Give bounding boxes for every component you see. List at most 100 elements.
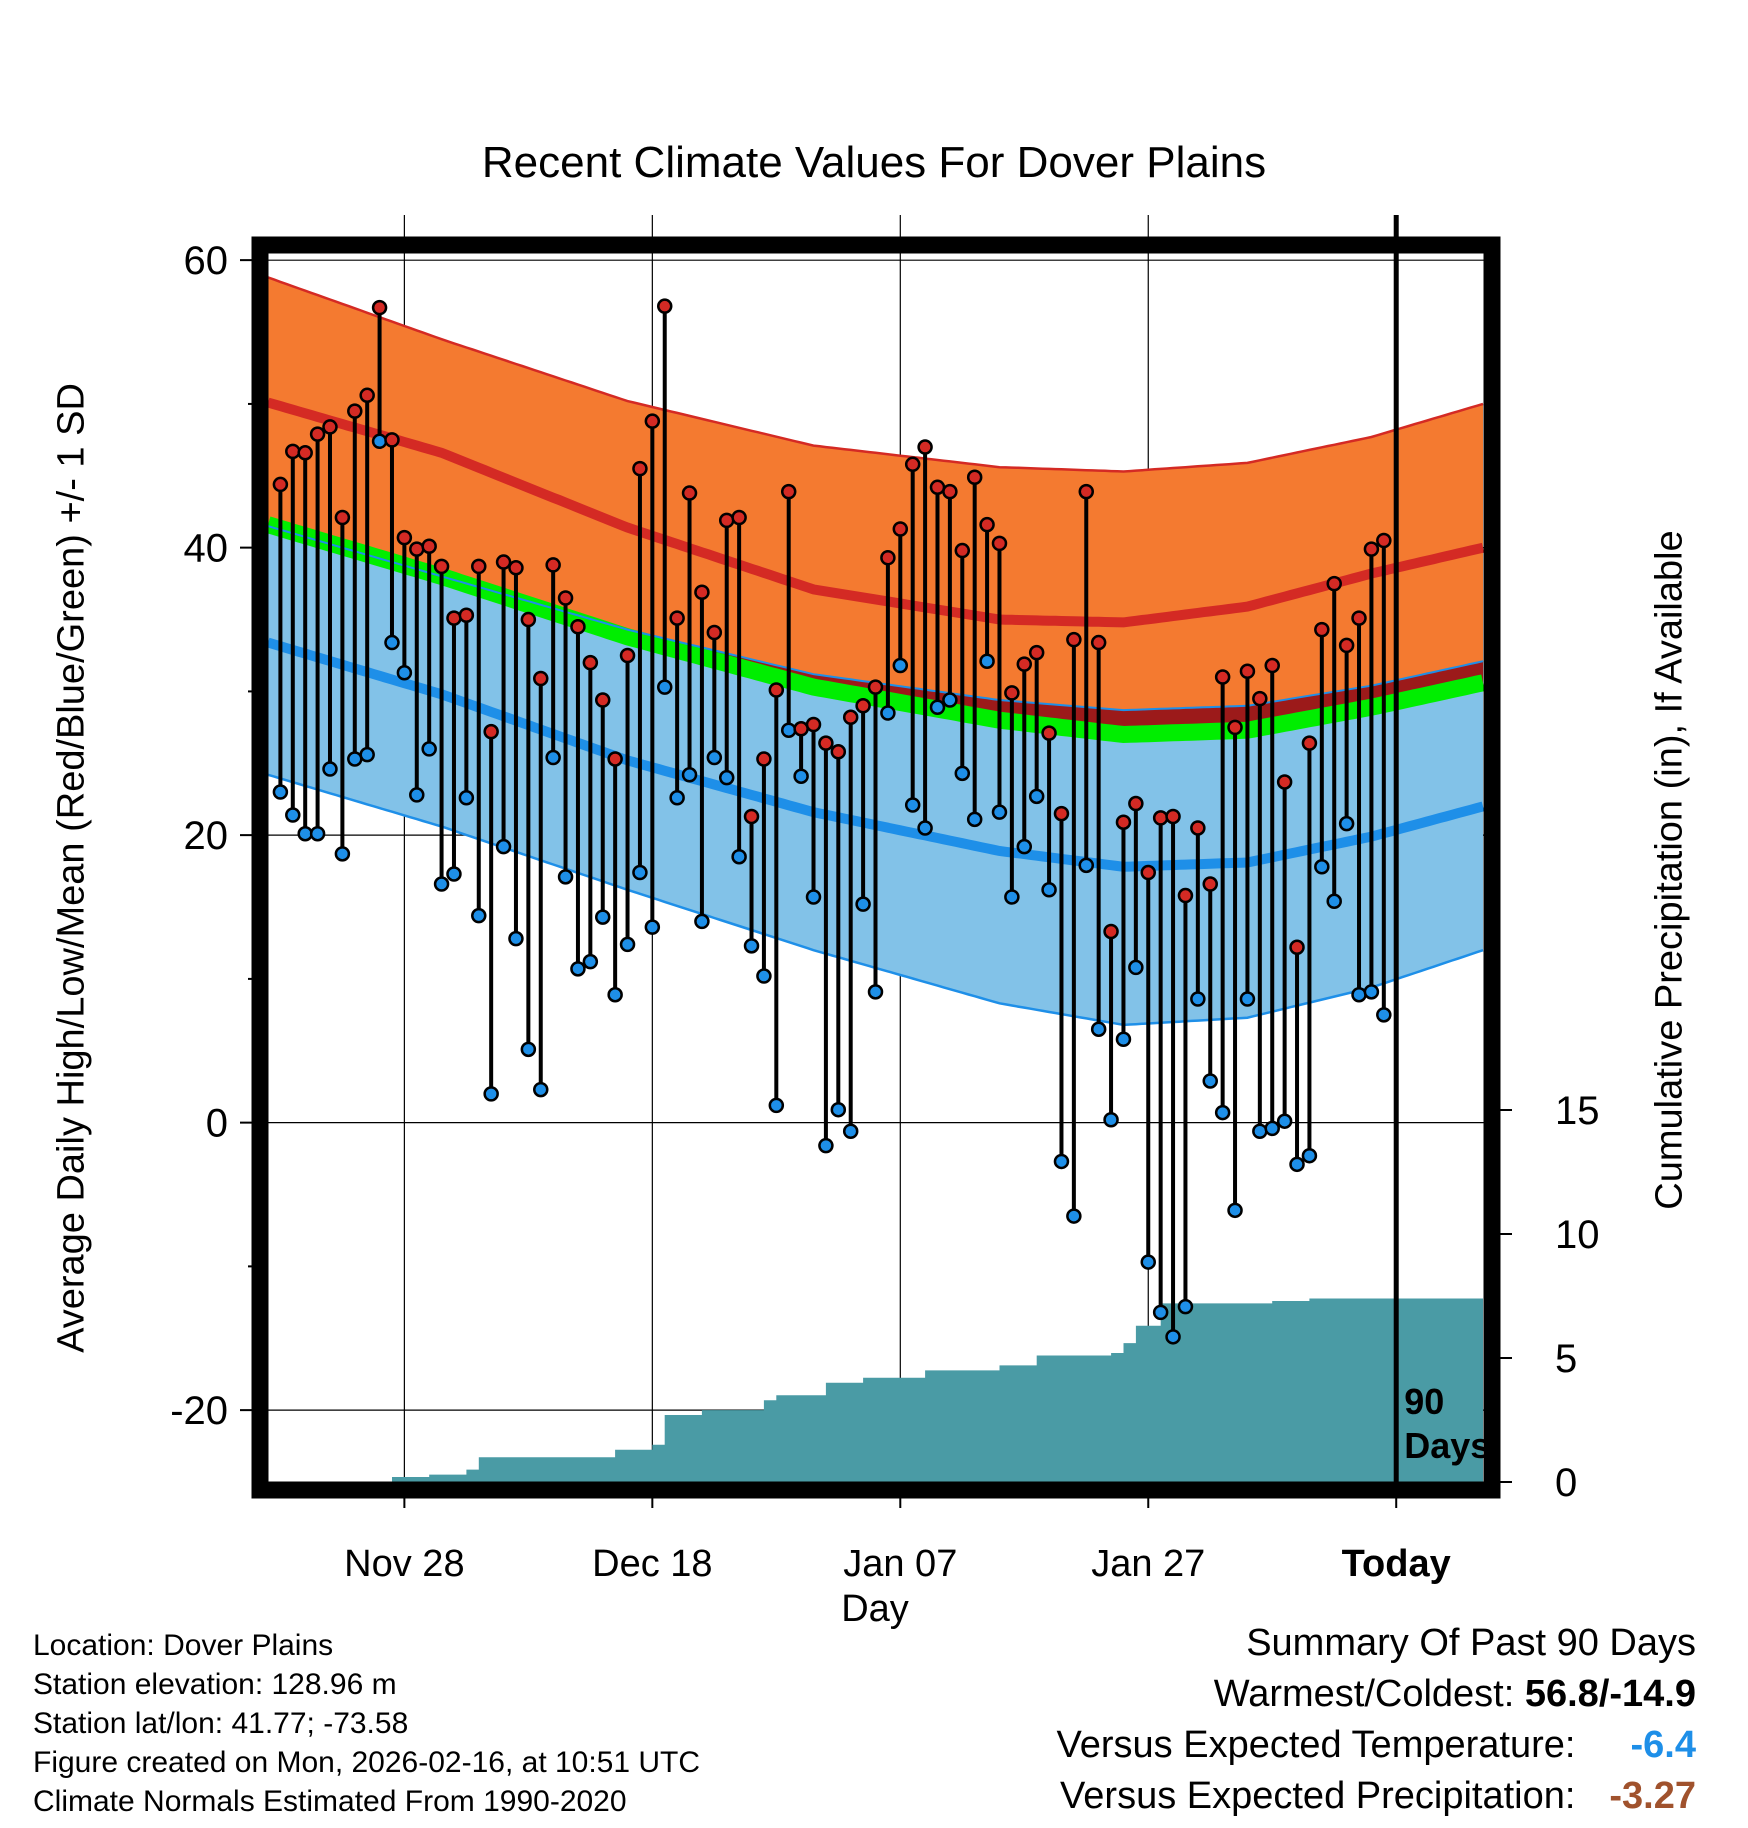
daily-low-point <box>731 848 747 865</box>
daily-low-point <box>1053 1153 1070 1170</box>
daily-high-point <box>917 439 933 455</box>
daily-low-point <box>396 664 413 681</box>
high-plus-sd-line <box>267 276 1484 473</box>
daily-low-point <box>334 846 351 862</box>
daily-high-point <box>1214 669 1231 685</box>
daily-high-point <box>892 521 909 537</box>
daily-high-point <box>681 485 698 501</box>
y-axis-label: Average Daily High/Low/Mean (Red/Blue/Gr… <box>50 383 93 1353</box>
daily-high-point <box>285 443 301 460</box>
daily-high-point <box>421 538 437 554</box>
daily-low-point <box>1066 1208 1082 1224</box>
daily-high-point <box>966 469 983 485</box>
daily-observations <box>272 298 1392 1345</box>
daily-high-point <box>706 624 723 641</box>
y2-axis-label: Cumulative Precipitation (in), If Availa… <box>1648 530 1691 1210</box>
daily-low-point <box>322 761 338 777</box>
daily-high-point <box>272 476 289 493</box>
warmest-label: Warmest/Coldest: <box>1213 1673 1515 1715</box>
daily-high-point <box>1202 876 1218 892</box>
y-tick-label: 40 <box>184 527 229 571</box>
daily-high-point <box>1028 644 1045 661</box>
daily-low-point <box>1041 882 1057 898</box>
y2-tick-label: 15 <box>1555 1089 1600 1133</box>
y2-tick-label: 10 <box>1555 1213 1600 1257</box>
location-text: Location: Dover Plains <box>33 1629 334 1662</box>
daily-low-point <box>942 692 958 708</box>
daily-high-point <box>1004 685 1020 701</box>
daily-low-point <box>1140 1254 1157 1270</box>
daily-low-point <box>656 679 673 695</box>
daily-high-point <box>1301 735 1318 751</box>
daily-high-point <box>1351 610 1367 626</box>
normal-high-line <box>266 397 1485 628</box>
daily-low-point <box>545 749 561 766</box>
days-window-label: Days <box>1404 1425 1490 1466</box>
daily-low-point <box>929 699 946 715</box>
daily-low-point <box>1103 1112 1119 1128</box>
daily-low-point <box>1165 1329 1181 1345</box>
daily-low-point <box>1252 1123 1268 1140</box>
daily-high-point <box>508 560 524 576</box>
daily-low-point <box>917 820 933 836</box>
daily-low-point <box>1314 859 1330 875</box>
daily-low-point <box>1326 893 1342 910</box>
daily-high-point <box>904 456 921 473</box>
x-tick-label: Dec 18 <box>592 1543 712 1585</box>
daily-low-point <box>979 653 995 669</box>
daily-high-point <box>1165 808 1181 825</box>
daily-high-point <box>322 419 338 435</box>
daily-low-point <box>1351 986 1367 1003</box>
daily-high-point <box>371 299 388 316</box>
daily-low-point <box>1376 1007 1392 1023</box>
precip-anomaly-value: -3.27 <box>1609 1775 1696 1817</box>
daily-low-point <box>904 797 921 813</box>
daily-low-point <box>1301 1147 1318 1164</box>
daily-high-point <box>396 529 413 546</box>
daily-high-point <box>1376 532 1392 549</box>
daily-low-point <box>1028 788 1045 805</box>
daily-low-point <box>1004 889 1020 905</box>
created-text: Figure created on Mon, 2026-02-16, at 10… <box>33 1746 701 1779</box>
daily-low-point <box>718 769 735 786</box>
daily-low-point <box>892 657 909 674</box>
x-tick-label: Today <box>1342 1543 1451 1585</box>
daily-high-point <box>1363 541 1380 557</box>
daily-low-point <box>272 784 289 800</box>
daily-low-point <box>780 722 797 738</box>
daily-high-point <box>1190 820 1206 836</box>
daily-high-point <box>446 610 462 626</box>
daily-high-point <box>1041 725 1057 741</box>
daily-low-point <box>1239 991 1256 1007</box>
daily-low-point <box>805 889 822 905</box>
daily-high-point <box>1016 656 1033 672</box>
daily-high-point <box>954 542 971 559</box>
daily-low-point <box>1078 857 1095 874</box>
daily-low-point <box>433 876 450 892</box>
daily-low-point <box>1177 1298 1194 1315</box>
daily-low-point <box>954 765 971 782</box>
axis-ticks: 60 40 20 0 -20 15 10 5 0 Nov 28 Dec 18 Jan 07 Jan 27… <box>170 239 1599 1585</box>
y-tick-label: -20 <box>170 1389 228 1433</box>
y2-tick-label: 5 <box>1555 1337 1577 1381</box>
daily-high-point <box>619 647 636 664</box>
daily-low-point <box>1202 1073 1218 1089</box>
daily-low-point <box>966 811 983 828</box>
daily-low-point <box>669 790 685 806</box>
daily-low-point <box>582 953 599 970</box>
daily-high-point <box>979 516 995 533</box>
daily-low-point <box>1090 1021 1107 1037</box>
latlon-text: Station lat/lon: 41.77; -73.58 <box>33 1707 409 1740</box>
daily-high-point <box>880 549 896 566</box>
daily-low-point <box>421 741 437 757</box>
y-tick-label: 0 <box>206 1102 228 1146</box>
daily-high-point <box>1252 690 1268 707</box>
daily-high-point <box>409 541 425 557</box>
daily-high-point <box>718 512 735 529</box>
daily-high-point <box>793 721 809 737</box>
summary-temp-row: Versus Expected Temperature: -6.4 <box>1057 1720 1696 1771</box>
daily-low-point <box>557 869 574 885</box>
daily-low-point <box>768 1097 785 1114</box>
warmest-value: 56.8/-14.9 <box>1524 1673 1696 1715</box>
